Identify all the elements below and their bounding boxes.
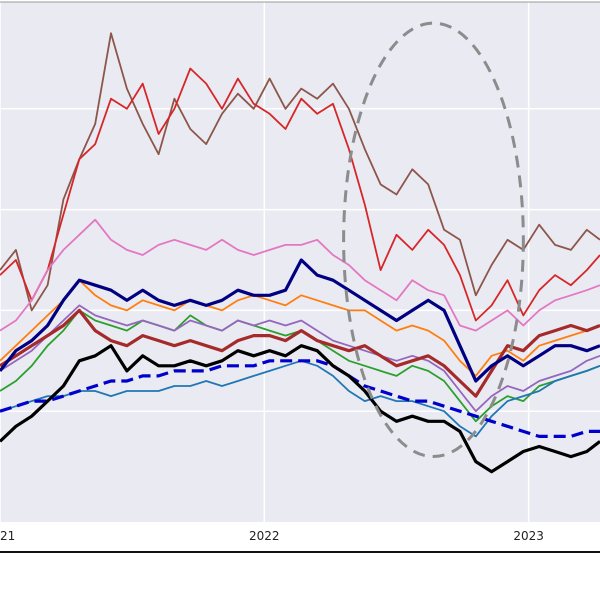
- series-line-1: [0, 32, 600, 312]
- x-tick-label: 2022: [249, 529, 280, 543]
- series-line-7: [0, 308, 600, 398]
- x-tick-label: 2021: [0, 529, 15, 543]
- series-line-2: [0, 67, 600, 322]
- highlight-ellipse: [342, 21, 525, 459]
- series-lines: [0, 32, 600, 474]
- series-line-10: [0, 359, 600, 438]
- series-line-3: [0, 218, 600, 332]
- x-axis-ticks: 2021 2022 2023: [0, 529, 544, 543]
- series-line-11: [0, 344, 600, 474]
- series-line-8: [0, 258, 600, 383]
- x-tick-label: 2023: [513, 529, 544, 543]
- series-line-6: [0, 304, 600, 413]
